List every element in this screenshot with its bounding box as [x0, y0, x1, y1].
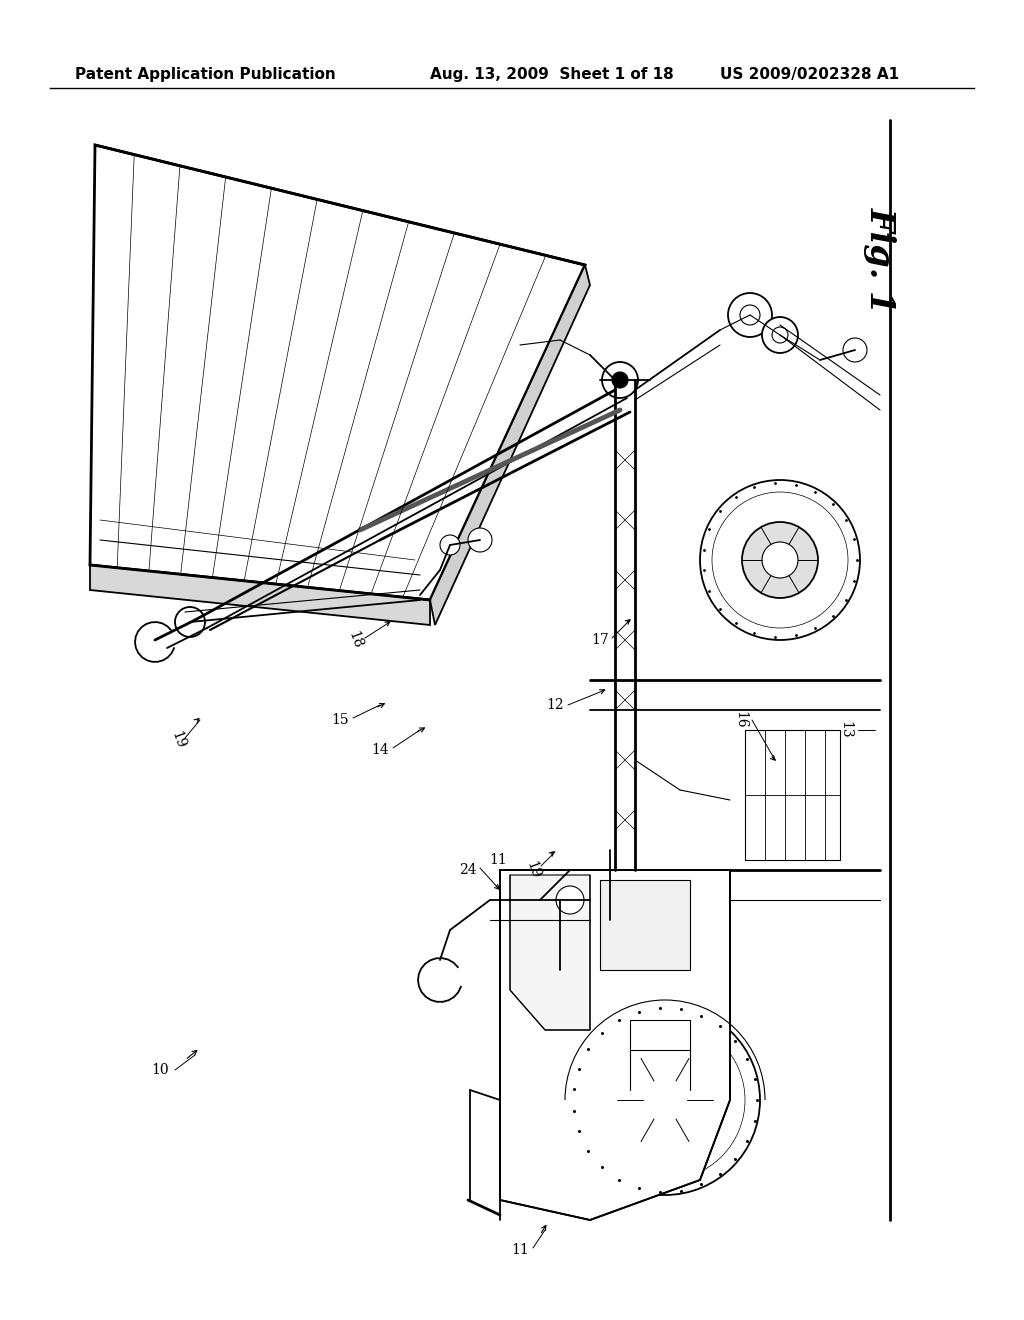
Circle shape	[843, 338, 867, 362]
Text: 18: 18	[345, 630, 365, 651]
Text: 15: 15	[331, 713, 349, 727]
Text: 13: 13	[838, 721, 852, 739]
Circle shape	[712, 492, 848, 628]
Circle shape	[762, 543, 798, 578]
Circle shape	[612, 372, 628, 388]
Text: 19: 19	[523, 859, 543, 880]
Polygon shape	[430, 265, 590, 624]
Circle shape	[602, 362, 638, 399]
Text: 14: 14	[371, 743, 389, 756]
Polygon shape	[745, 730, 840, 861]
Text: 11: 11	[511, 1243, 528, 1257]
Text: 10: 10	[152, 1063, 169, 1077]
Text: 24: 24	[459, 863, 477, 876]
Text: 12: 12	[546, 698, 564, 711]
Text: US 2009/0202328 A1: US 2009/0202328 A1	[720, 67, 899, 82]
Circle shape	[643, 1078, 687, 1122]
Text: 11: 11	[489, 853, 507, 867]
Circle shape	[585, 1020, 745, 1180]
Circle shape	[742, 521, 818, 598]
Text: 19: 19	[168, 730, 187, 751]
Text: Aug. 13, 2009  Sheet 1 of 18: Aug. 13, 2009 Sheet 1 of 18	[430, 67, 674, 82]
Circle shape	[762, 317, 798, 352]
Text: Fig. 1: Fig. 1	[863, 207, 896, 313]
Circle shape	[175, 607, 205, 638]
Circle shape	[556, 886, 584, 913]
Circle shape	[700, 480, 860, 640]
Polygon shape	[500, 870, 730, 1220]
Text: 17: 17	[591, 634, 609, 647]
Text: Patent Application Publication: Patent Application Publication	[75, 67, 336, 82]
Circle shape	[728, 293, 772, 337]
Circle shape	[772, 327, 788, 343]
Polygon shape	[90, 565, 430, 624]
Polygon shape	[510, 875, 590, 1030]
Text: 16: 16	[733, 711, 746, 729]
Circle shape	[570, 1005, 760, 1195]
Circle shape	[740, 305, 760, 325]
Circle shape	[617, 1052, 713, 1148]
Polygon shape	[90, 145, 585, 601]
Circle shape	[440, 535, 460, 554]
Polygon shape	[600, 880, 690, 970]
Circle shape	[468, 528, 492, 552]
